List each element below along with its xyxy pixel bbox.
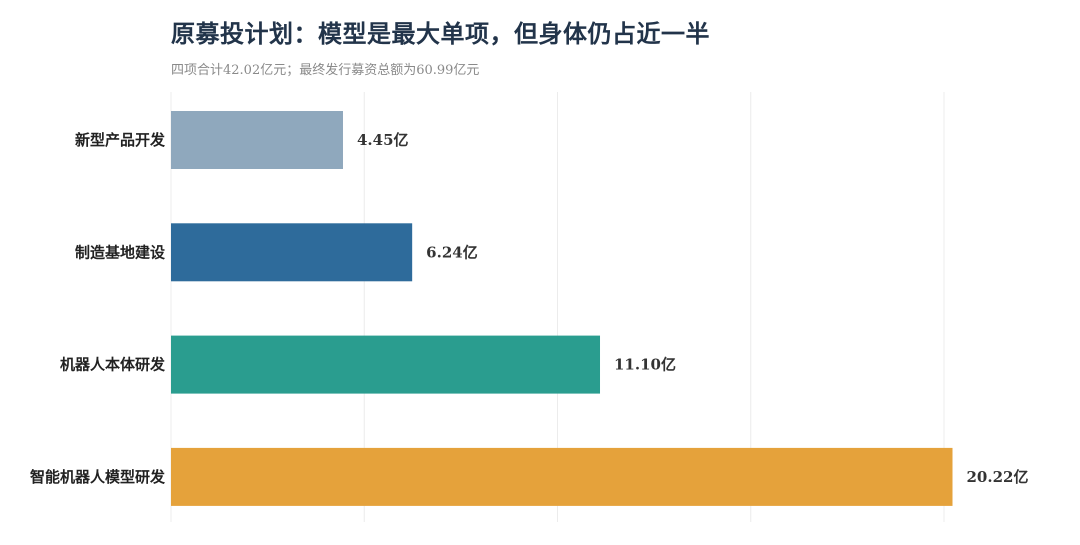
category-label: 制造基地建设 (75, 243, 165, 261)
chart-subtitle: 四项合计42.02亿元；最终发行募资总额为60.99亿元 (171, 63, 480, 78)
value-label: 11.10亿 (614, 356, 676, 374)
category-label: 新型产品开发 (75, 131, 166, 149)
value-label: 6.24亿 (426, 243, 478, 261)
bar (171, 447, 953, 506)
bar (171, 335, 601, 394)
category-label: 机器人本体研发 (60, 356, 166, 374)
bar (171, 223, 413, 282)
value-label: 20.22亿 (967, 468, 1029, 486)
bars (171, 111, 953, 506)
bar (171, 111, 343, 169)
value-label: 4.45亿 (357, 131, 409, 149)
chart-title: 原募投计划：模型是最大单项，但身体仍占近一半 (171, 19, 710, 48)
category-label: 智能机器人模型研发 (30, 468, 166, 486)
